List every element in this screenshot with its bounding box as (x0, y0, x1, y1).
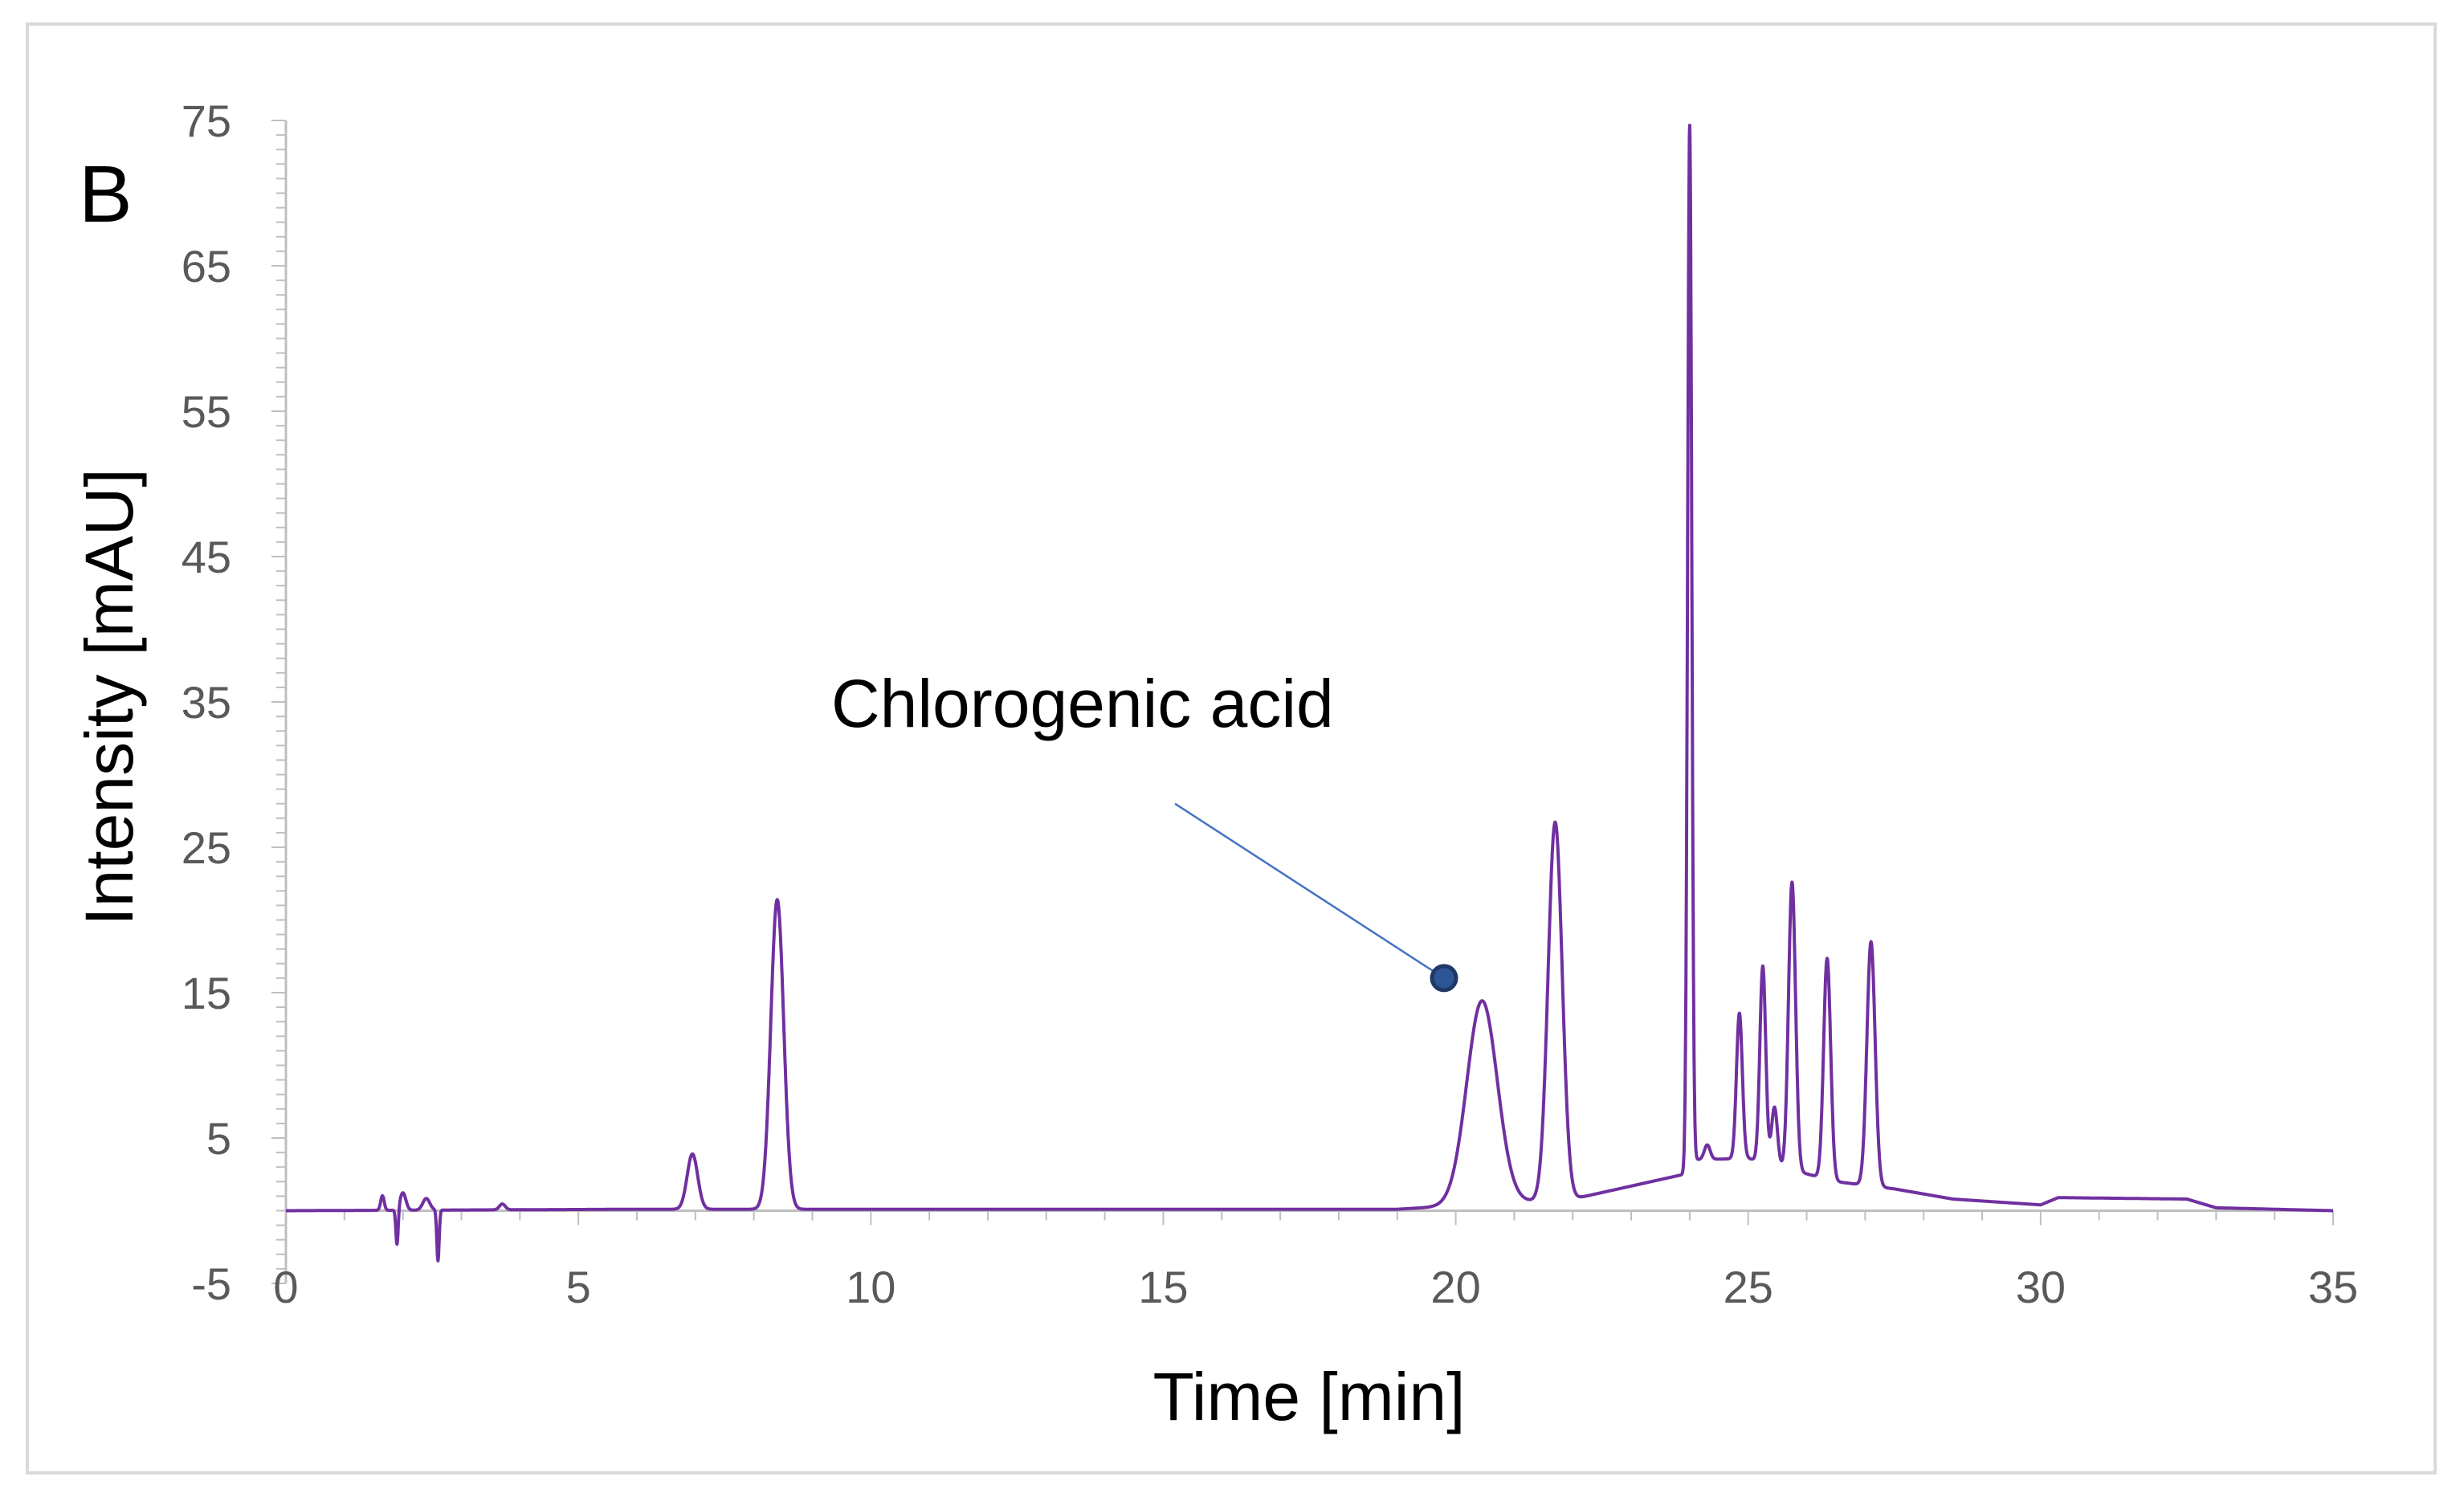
x-tick-label: 20 (1430, 1262, 1480, 1312)
x-tick-label: 15 (1138, 1262, 1188, 1312)
x-axis-title: Time [min] (1153, 1359, 1466, 1434)
x-tick-label: 0 (273, 1262, 298, 1312)
x-tick-label: 35 (2308, 1262, 2358, 1312)
x-tick-label: 30 (2016, 1262, 2066, 1312)
annotation-leader-line (1174, 802, 1445, 979)
annotation-marker (1430, 964, 1458, 993)
x-tick-label: 25 (1724, 1262, 1773, 1312)
y-tick-label: 15 (182, 968, 231, 1018)
tick-labels: 75 65 55 45 35 25 15 5 -5 0 5 10 15 20 25 30 35 (182, 96, 2358, 1312)
y-tick-label: 45 (182, 532, 231, 582)
x-tick-label: 5 (566, 1262, 591, 1312)
y-tick-label: 65 (182, 241, 231, 292)
x-tick-label: 10 (846, 1262, 895, 1312)
annotation-label: Chlorogenic acid (831, 666, 1334, 741)
y-tick-label: 55 (182, 386, 231, 437)
chart-frame (26, 22, 2437, 1475)
y-tick-label: 5 (206, 1113, 231, 1164)
y-tick-label: 25 (182, 822, 231, 873)
panel-label: B (79, 149, 133, 239)
y-tick-label: 75 (182, 96, 231, 146)
y-axis-title: Intensity [mAU] (71, 468, 147, 926)
y-tick-label: -5 (191, 1258, 231, 1309)
y-tick-label: 35 (182, 677, 231, 728)
chromatogram-trace (284, 124, 2335, 1262)
